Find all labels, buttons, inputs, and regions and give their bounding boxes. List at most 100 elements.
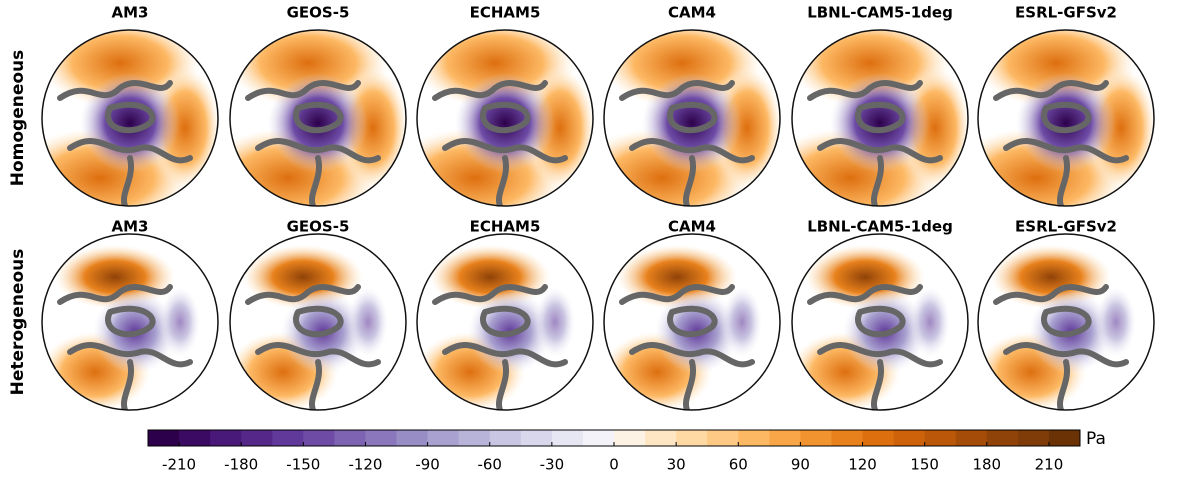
map-field — [42, 234, 218, 410]
colorbar-swatch — [769, 430, 801, 446]
colorbar-tick-label: -180 — [224, 456, 258, 474]
colorbar-tick-label: -120 — [348, 456, 382, 474]
coastline — [245, 80, 381, 206]
map-field — [792, 234, 968, 410]
coastline — [57, 284, 193, 410]
colorbar-tick-label: 30 — [667, 456, 686, 474]
coastline — [57, 80, 193, 206]
panel-title: GEOS-5 — [287, 4, 350, 22]
colorbar-swatch — [582, 430, 615, 446]
colorbar-swatch — [396, 430, 429, 446]
map-field — [978, 234, 1154, 410]
colorbar-swatch — [1048, 430, 1081, 446]
colorbar-swatch — [551, 430, 584, 446]
colorbar-swatch — [1017, 430, 1050, 446]
colorbar-tick-label: 90 — [791, 456, 810, 474]
colorbar-swatch — [738, 430, 770, 446]
colorbar-swatch — [241, 430, 273, 446]
anomaly — [160, 287, 200, 357]
colorbar-swatch — [614, 430, 646, 446]
colorbar-swatch — [893, 430, 926, 446]
colorbar-swatch — [334, 430, 366, 446]
coastline — [993, 284, 1129, 410]
colorbar-swatch — [365, 430, 398, 446]
coastline — [619, 284, 755, 410]
polar-map — [416, 233, 594, 411]
panel-title: LBNL-CAM5-1deg — [807, 218, 953, 236]
colorbar-swatch — [831, 430, 864, 446]
colorbar-tick-label: 60 — [729, 456, 748, 474]
map-field — [230, 234, 406, 410]
anomaly — [910, 287, 950, 357]
panel-title: AM3 — [112, 218, 149, 236]
colorbar-swatch — [520, 430, 553, 446]
map-border — [603, 233, 781, 411]
map-border — [603, 29, 781, 207]
colorbar-tick-label: 180 — [972, 456, 1001, 474]
colorbar-swatch — [800, 430, 832, 446]
polar-map — [977, 29, 1155, 207]
colorbar-swatch — [427, 430, 460, 446]
panel-title: CAM4 — [668, 4, 716, 22]
colorbar-tick-label: -150 — [286, 456, 320, 474]
map-field — [604, 30, 780, 206]
row-label: Heterogeneous — [8, 249, 28, 396]
anomaly — [722, 287, 762, 357]
polar-map — [41, 233, 219, 411]
map-border — [791, 29, 969, 207]
coastline — [619, 80, 755, 206]
colorbar-swatch — [862, 430, 895, 446]
colorbar-swatch — [707, 430, 739, 446]
anomaly — [348, 287, 388, 357]
map-border — [791, 233, 969, 411]
colorbar-tick-label: 150 — [910, 456, 939, 474]
colorbar-swatch — [272, 430, 304, 446]
coastline — [432, 284, 568, 410]
coastline — [807, 80, 943, 206]
coastline — [432, 80, 568, 206]
anomaly — [535, 287, 575, 357]
panel-title: ECHAM5 — [470, 218, 541, 236]
colorbar-tick-label: -90 — [415, 456, 440, 474]
polar-map — [229, 29, 407, 207]
colorbar-swatch — [924, 430, 957, 446]
row-label: Homogeneous — [8, 50, 28, 187]
coastline — [245, 284, 381, 410]
colorbar-tick-label: 0 — [609, 456, 619, 474]
polar-map — [416, 29, 594, 207]
anomaly — [1096, 287, 1136, 357]
colorbar-swatch — [179, 430, 211, 446]
colorbar-swatch — [303, 430, 335, 446]
map-field — [604, 234, 780, 410]
panel-title: GEOS-5 — [287, 218, 350, 236]
colorbar-tick-label: -30 — [540, 456, 565, 474]
colorbar-tick-label: 210 — [1035, 456, 1064, 474]
map-border — [41, 29, 219, 207]
map-border — [977, 29, 1155, 207]
coastline — [807, 284, 943, 410]
polar-map — [791, 233, 969, 411]
colorbar-swatch — [148, 430, 180, 446]
map-border — [229, 233, 407, 411]
polar-map — [791, 29, 969, 207]
colorbar-swatch — [986, 430, 1019, 446]
polar-map — [229, 233, 407, 411]
colorbar-unit: Pa — [1086, 429, 1106, 449]
map-border — [977, 233, 1155, 411]
colorbar-tick-label: -60 — [477, 456, 502, 474]
colorbar-swatch — [489, 430, 522, 446]
panel-title: CAM4 — [668, 218, 716, 236]
colorbar-swatch — [955, 430, 988, 446]
polar-map — [603, 29, 781, 207]
map-border — [41, 233, 219, 411]
panel-title: ECHAM5 — [470, 4, 541, 22]
map-field — [417, 234, 593, 410]
colorbar-swatch — [458, 430, 491, 446]
map-border — [229, 29, 407, 207]
panel-title: LBNL-CAM5-1deg — [807, 4, 953, 22]
panel-title: AM3 — [112, 4, 149, 22]
colorbar-swatch — [210, 430, 242, 446]
polar-map — [603, 233, 781, 411]
map-border — [416, 29, 594, 207]
